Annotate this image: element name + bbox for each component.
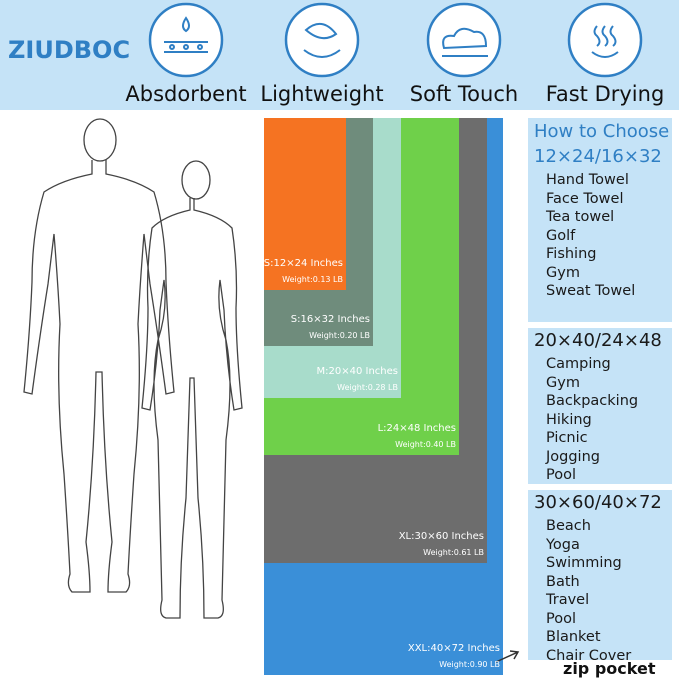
group-sizes: 12×24/16×32 (534, 146, 662, 167)
use-item: Face Towel (546, 190, 624, 207)
use-item: Hiking (546, 411, 592, 428)
size-label: L:24×48 Inches (377, 423, 456, 434)
use-item: Swimming (546, 555, 622, 571)
size-weight: Weight:0.13 LB (282, 275, 343, 284)
figures (23, 118, 243, 619)
size-label: XL:30×60 Inches (398, 531, 484, 542)
icon-absorbent (148, 2, 224, 78)
icon-lightweight (284, 2, 360, 78)
guide-panel: 20×40/24×48 Camping Gym Backpacking Hiking Pi… (528, 328, 672, 484)
feature-label: Lightweight (260, 82, 384, 106)
use-item: Golf (546, 227, 576, 244)
use-item: Chair Cover (546, 647, 632, 664)
brand: ZIUDBOC (8, 36, 131, 64)
use-item: Beach (546, 518, 591, 534)
use-item: Travel (546, 592, 590, 608)
use-item: Yoga (546, 536, 580, 553)
use-item: Pool (546, 610, 576, 627)
size-label: M:20×40 Inches (316, 366, 399, 377)
use-item: Jogging (546, 448, 600, 465)
use-item: Backpacking (546, 393, 639, 409)
use-item: Pool (546, 467, 576, 483)
pointer-arrow (495, 650, 520, 663)
use-item: Blanket (546, 629, 601, 645)
zip-note: zip pocket (563, 659, 656, 678)
size-label: S:16×32 Inches (290, 314, 370, 325)
guide-title: How to Choose (534, 121, 670, 142)
use-item: Tea towel (546, 209, 615, 225)
use-item: Fishing (546, 246, 597, 262)
feature-label: Absdorbent (125, 82, 247, 106)
use-item: Picnic (546, 430, 588, 446)
use-item: Hand Towel (546, 172, 629, 188)
size-weight: Weight:0.28 LB (337, 383, 398, 392)
group-sizes: 20×40/24×48 (534, 330, 662, 351)
use-item: Bath (546, 573, 580, 590)
size-weight: Weight:0.90 LB (439, 660, 500, 669)
size-label: XS:12×24 Inches (256, 258, 343, 269)
icon-drying (567, 2, 643, 78)
feature-label: Soft Touch (409, 82, 519, 106)
icon-glyphs (164, 16, 619, 58)
size-label: XXL:40×72 Inches (407, 643, 500, 654)
size-weight: Weight:0.20 LB (309, 331, 370, 340)
use-item: Camping (546, 356, 611, 372)
size-weight: Weight:0.61 LB (423, 548, 484, 557)
guide-panel: 30×60/40×72 Beach Yoga Swimming Bath Travel Po… (528, 490, 672, 664)
use-item: Sweat Towel (546, 283, 636, 299)
guide-panel: How to Choose 12×24/16×32 Hand Towel Face T… (528, 118, 672, 322)
feature-label: Fast Drying (545, 82, 665, 106)
towel-rect (264, 118, 346, 290)
towel-sizes (264, 118, 503, 675)
feature-icons (148, 2, 643, 78)
group-sizes: 30×60/40×72 (534, 492, 662, 513)
icon-soft (426, 2, 502, 78)
use-item: Gym (546, 264, 580, 281)
size-weight: Weight:0.40 LB (395, 440, 456, 449)
use-item: Gym (546, 374, 580, 391)
